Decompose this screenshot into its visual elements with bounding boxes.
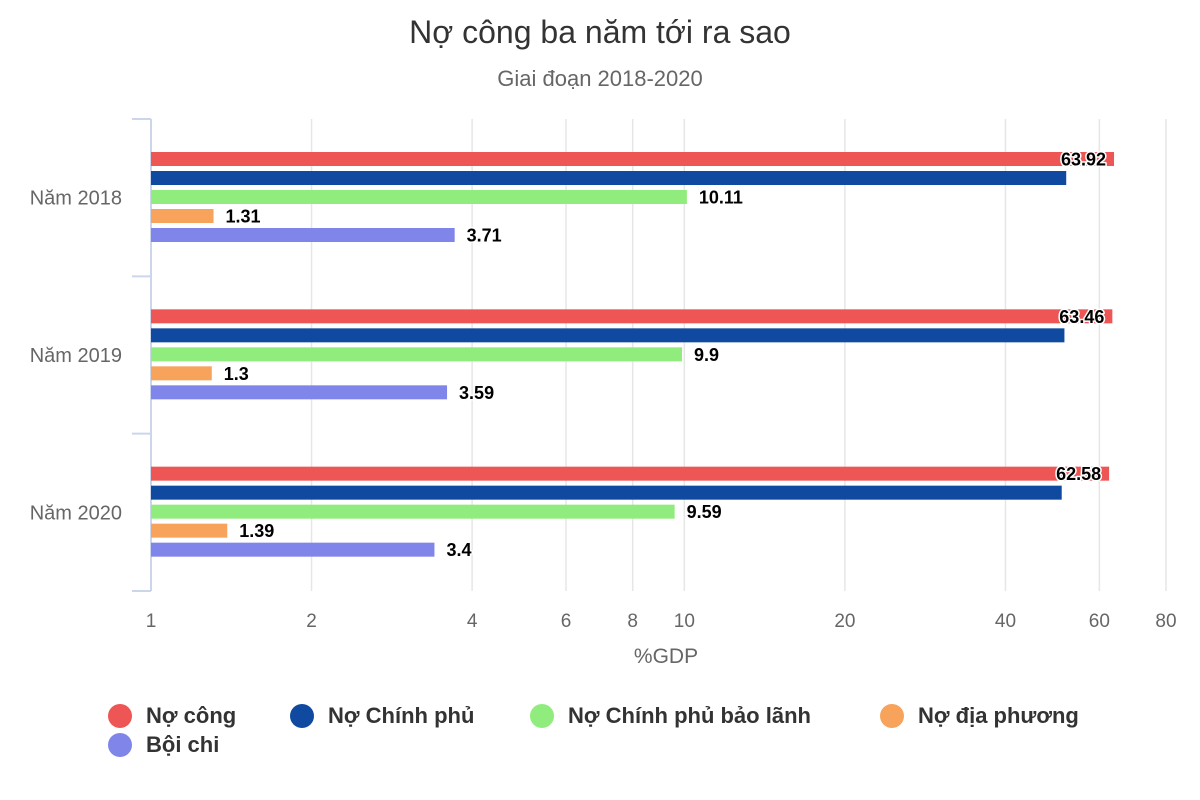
x-tick-label: 4 (467, 611, 478, 632)
data-label: 9.59 (687, 502, 722, 522)
x-axis-title: %GDP (634, 645, 698, 668)
bars (151, 152, 1115, 557)
x-tick-label: 2 (306, 611, 317, 632)
bar (151, 190, 687, 204)
x-tick-label: 8 (627, 611, 638, 632)
bar (151, 328, 1065, 343)
x-tick-label: 60 (1089, 611, 1110, 632)
bar (151, 385, 448, 400)
x-tick-label: 80 (1155, 611, 1176, 632)
data-label: 62.58 (1056, 464, 1101, 484)
chart-title: Nợ công ba năm tới ra sao (409, 14, 791, 50)
x-tick-label: 20 (834, 611, 855, 632)
bar (151, 347, 683, 362)
data-label: 10.11 (699, 188, 743, 208)
bar (151, 209, 214, 223)
y-axis (132, 118, 152, 592)
data-label: 63.46 (1059, 307, 1104, 327)
data-label: 3.59 (459, 383, 494, 403)
category-label: Năm 2019 (30, 345, 122, 367)
legend-marker (290, 704, 314, 728)
bar (151, 523, 228, 538)
legend-label: Bội chi (146, 732, 220, 757)
legend-item[interactable]: Bội chi (108, 732, 219, 758)
legend-label: Nợ Chính phủ (328, 703, 475, 728)
data-label: 1.31 (226, 207, 261, 227)
bar (151, 504, 675, 519)
legend-item[interactable]: Nợ địa phương (880, 703, 1079, 729)
bar (151, 152, 1115, 166)
bar-chart: 63.92 10.11 1.31 3.71 63.46 9.9 1.3 3.59 62.58 9.… (30, 118, 1177, 668)
category-label: Năm 2018 (30, 188, 122, 210)
data-label: 3.71 (467, 226, 502, 246)
chart-subtitle: Giai đoạn 2018-2020 (497, 66, 703, 91)
data-label: 1.3 (224, 364, 249, 384)
legend-marker (108, 704, 132, 728)
bar (151, 466, 1110, 481)
bar (151, 485, 1062, 500)
legend-item[interactable]: Nợ Chính phủ (290, 703, 474, 729)
x-tick-label: 40 (995, 611, 1016, 632)
legend-marker (530, 704, 554, 728)
bar (151, 171, 1067, 185)
legend-marker (108, 733, 132, 757)
data-labels: 63.92 10.11 1.31 3.71 63.46 9.9 1.3 3.59 62.58 9.… (222, 148, 1107, 562)
legend-marker (880, 704, 904, 728)
bar (151, 309, 1113, 324)
legend-label: Nợ Chính phủ bảo lãnh (568, 703, 811, 728)
legend-label: Nợ địa phương (918, 703, 1079, 728)
x-tick-label: 6 (561, 611, 572, 632)
bar (151, 366, 212, 381)
bar (151, 228, 455, 242)
legend-item[interactable]: Nợ Chính phủ bảo lãnh (530, 703, 811, 729)
data-label: 1.39 (239, 521, 274, 541)
legend-label: Nợ công (146, 703, 237, 728)
category-labels: Năm 2018 Năm 2019 Năm 2020 (30, 188, 122, 525)
category-label: Năm 2020 (30, 502, 122, 524)
data-label: 9.9 (694, 345, 719, 365)
data-label: 3.4 (446, 540, 471, 560)
x-tick-label: 1 (146, 611, 157, 632)
x-axis-ticks: 1 2 4 6 8 10 20 40 60 80 (146, 611, 1177, 632)
data-label: 63.92 (1061, 150, 1106, 170)
legend-item[interactable]: Nợ công (108, 703, 236, 729)
x-tick-label: 10 (674, 611, 695, 632)
bar (151, 542, 435, 557)
